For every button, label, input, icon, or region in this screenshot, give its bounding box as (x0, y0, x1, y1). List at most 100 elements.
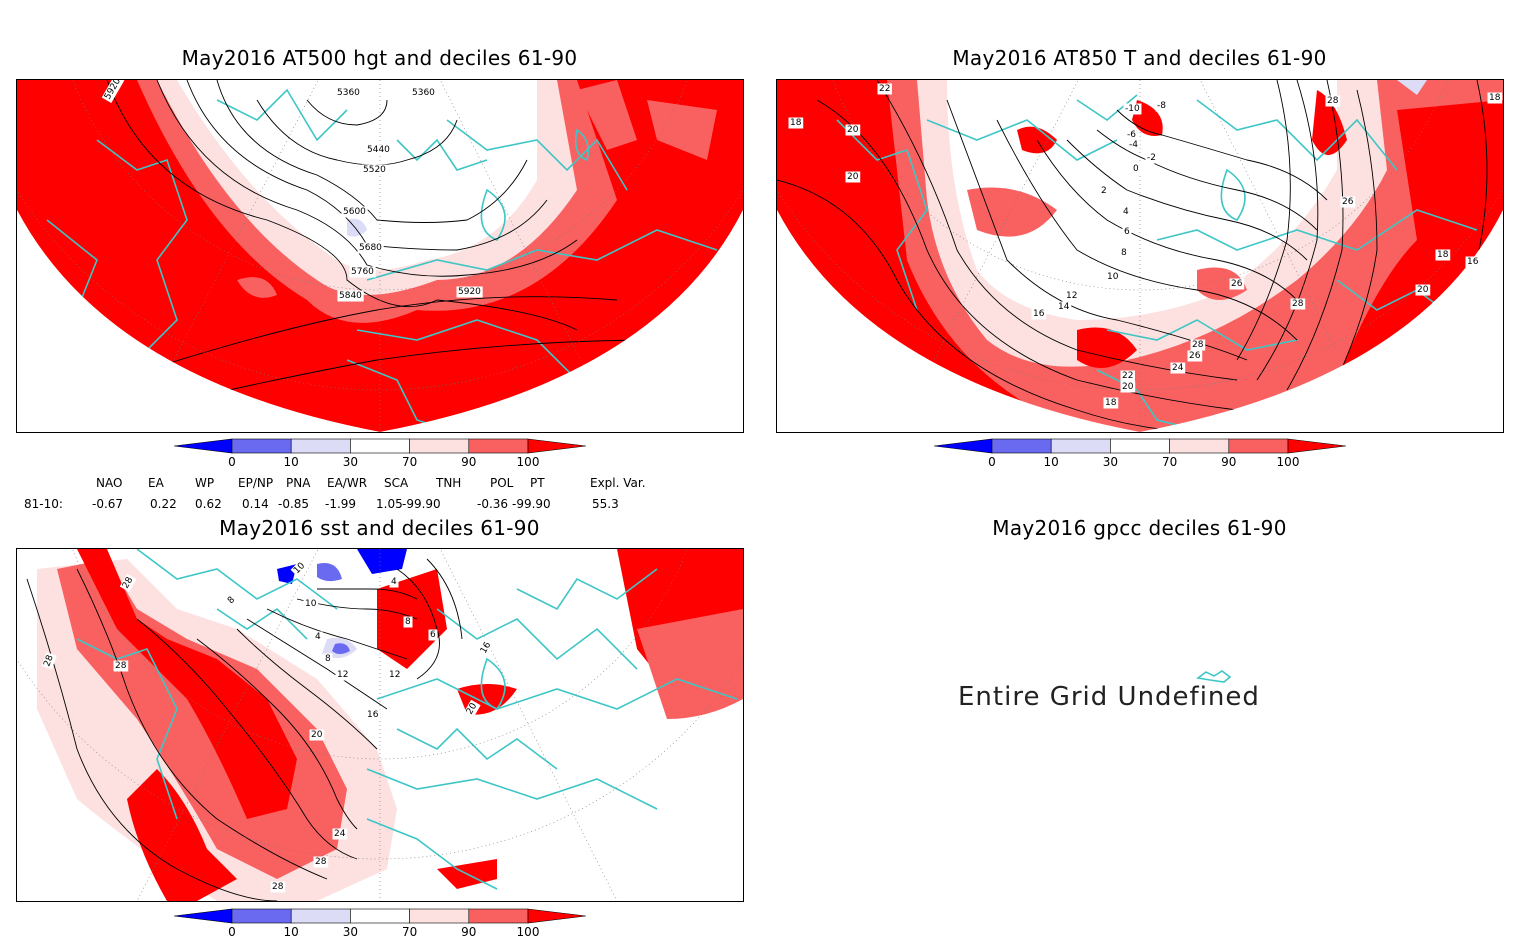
sst-coastlines (76, 549, 738, 890)
colorbar-tick-label: 0 (228, 925, 236, 939)
contour-label-bg (1127, 139, 1140, 151)
colorbar-tick-label: 30 (342, 455, 359, 469)
colorbar-tick-label: 70 (1161, 455, 1178, 469)
contour-label-bg (403, 616, 413, 628)
hgt-label: 5680 (359, 243, 382, 253)
contour-label-bg (387, 669, 402, 681)
colorbar-segment (290, 438, 351, 454)
contour-label-bg (1056, 301, 1072, 313)
t850-label: 28 (1292, 299, 1304, 309)
sst-label: 4 (391, 577, 397, 587)
colorbar-segment (468, 908, 529, 924)
contour-label-bg (845, 124, 861, 136)
contour-label-bg (323, 653, 333, 665)
colorbar-segment (174, 438, 233, 454)
contour-label-bg (1064, 290, 1079, 302)
colorbar-tick-label: 100 (516, 455, 540, 469)
colorbar-svg (174, 438, 586, 454)
t850-label: 20 (847, 172, 859, 182)
sst-label: 10 (305, 599, 317, 609)
sst-fill-100 (77, 549, 297, 819)
t850-panel-title: May2016 AT850 T and deciles 61-90 (952, 46, 1327, 70)
t850-label: 28 (1192, 340, 1204, 350)
contour-label-bg (1120, 381, 1136, 393)
colorbar-segment (350, 908, 410, 924)
contour-label-bg (1122, 226, 1132, 238)
gpcc-stray-coast (1196, 670, 1232, 683)
sst-label: 16 (367, 710, 379, 720)
colorbar-tick-label: 10 (283, 925, 299, 939)
contour-label-bg (313, 631, 323, 643)
t850-label: -8 (1157, 101, 1166, 111)
contour-label-bg (1031, 308, 1047, 320)
contour-label-bg (463, 699, 481, 719)
colorbar-svg (934, 438, 1346, 454)
contour-label-bg (119, 573, 137, 593)
index-value-pol: -0.36 (477, 497, 509, 511)
hgt-fill-30 (347, 218, 367, 237)
colorbar-segment (290, 908, 351, 924)
sst-contours (26, 558, 463, 901)
sst-contour-labels: 28 28 28 8 10 10 4 4 8 6 12 8 12 16 20 1… (41, 559, 495, 893)
hgt-label: 5600 (343, 207, 366, 217)
t850-label: 2 (1101, 186, 1107, 196)
sst-graticule (17, 549, 743, 901)
t850-label: 18 (1437, 250, 1449, 260)
sst-fill-10b (317, 563, 342, 582)
contour-label-bg (845, 171, 861, 183)
contour-label-bg (113, 660, 129, 672)
t850-fill-30 (1397, 80, 1427, 95)
t850-label: 16 (1467, 257, 1479, 267)
t850-label: 24 (1172, 363, 1184, 373)
contour-label-bg (1465, 256, 1481, 268)
index-name-tnh: TNH (436, 476, 462, 490)
contour-label-bg (1415, 284, 1431, 296)
t850-map: 22 18 18 20 20 -10 -8 -6 -4 -2 0 2 4 6 8… (777, 80, 1503, 432)
colorbar-tick-label: 30 (342, 925, 359, 939)
t850-label: 6 (1124, 227, 1130, 237)
contour-label-bg (270, 881, 286, 893)
index-row-label: 81-10: (24, 497, 63, 511)
contour-label-bg (1487, 92, 1503, 104)
t850-label: -10 (1125, 104, 1140, 114)
contour-label-bg (303, 598, 319, 610)
gpcc-undefined-message: Entire Grid Undefined (958, 682, 1260, 712)
sst-label: 6 (430, 630, 436, 640)
hgt-label: 5440 (367, 145, 390, 155)
colorbar-tick-label: 10 (283, 455, 299, 469)
index-name-sca: SCA (384, 476, 409, 490)
contour-label-bg (332, 828, 348, 840)
contour-label-bg (456, 286, 483, 298)
t850-label: 20 (1417, 285, 1429, 295)
colorbar-tick-label: 90 (1221, 455, 1237, 469)
t850-label: 26 (1342, 197, 1354, 207)
contour-label-bg (1125, 129, 1138, 141)
colorbar-segment (527, 438, 586, 454)
sst-fill-10 (332, 643, 350, 654)
hgt-label: 5920 (458, 287, 481, 297)
contour-label-bg (477, 638, 495, 658)
hgt-fill-90d (237, 277, 277, 298)
sst-label: 20 (311, 730, 323, 740)
hgt-label: 5840 (339, 291, 362, 301)
contour-label-bg (1103, 397, 1119, 409)
hgt-contours (96, 80, 658, 421)
contour-label-bg (1105, 271, 1121, 283)
colorbar-segment (1050, 438, 1111, 454)
t850-label: 10 (1107, 272, 1119, 282)
contour-label-bg (309, 729, 325, 741)
t850-fill-100 (777, 80, 1140, 432)
index-value-wp: 0.62 (195, 497, 222, 511)
hgt-fill-90b (577, 80, 637, 150)
hgt-coastlines (46, 88, 718, 431)
colorbar-segment (409, 438, 470, 454)
sst-label: 8 (325, 654, 331, 664)
index-name-nao: NAO (96, 476, 123, 490)
sst-panel-title: May2016 sst and deciles 61-90 (219, 516, 540, 540)
t850-label: 8 (1121, 248, 1127, 258)
contour-label-bg (335, 669, 350, 681)
contour-label-bg (1340, 196, 1356, 208)
sst-label: 8 (405, 617, 411, 627)
t850-label: 22 (879, 84, 890, 94)
t850-label: 18 (790, 118, 802, 128)
